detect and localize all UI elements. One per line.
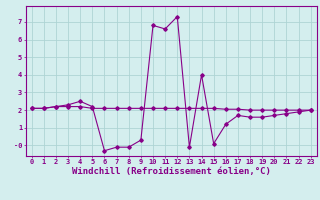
X-axis label: Windchill (Refroidissement éolien,°C): Windchill (Refroidissement éolien,°C) [72,167,271,176]
